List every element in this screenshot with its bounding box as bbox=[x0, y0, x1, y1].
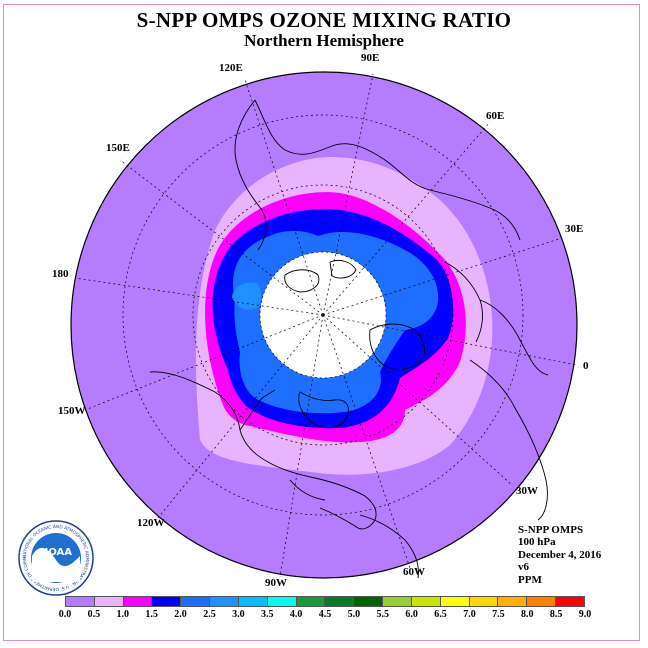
info-version: v6 bbox=[518, 561, 529, 574]
colorbar-segment bbox=[123, 597, 153, 606]
colorbar-segment bbox=[354, 597, 384, 606]
colorbar-segment bbox=[556, 597, 584, 606]
colorbar-segment bbox=[181, 597, 211, 606]
colorbar-segment bbox=[66, 597, 95, 606]
band-2.5-3.0 bbox=[232, 282, 262, 310]
colorbar-segment bbox=[325, 597, 355, 606]
info-level: 100 hPa bbox=[518, 536, 556, 549]
info-date: December 4, 2016 bbox=[518, 548, 602, 561]
lon-label-90w: 90W bbox=[265, 577, 287, 589]
colorbar-tick-label: 2.0 bbox=[174, 609, 187, 620]
map-boundary-circle bbox=[70, 71, 578, 579]
coast-greenland bbox=[369, 323, 426, 370]
colorbar-segment bbox=[210, 597, 239, 606]
colorbar-tick-label: 6.0 bbox=[405, 609, 418, 620]
colorbar-tick-label: 2.5 bbox=[203, 609, 216, 620]
colorbar-tick-label: 1.0 bbox=[116, 609, 130, 620]
colorbar-segment bbox=[383, 597, 412, 606]
colorbar-tick-label: 0.0 bbox=[58, 609, 72, 620]
lon-label-60w: 60W bbox=[403, 566, 425, 578]
colorbar-segment bbox=[152, 597, 182, 606]
lon-label-180: 180 bbox=[52, 268, 69, 280]
colorbar bbox=[65, 596, 585, 607]
colorbar-tick-label: 3.5 bbox=[260, 609, 274, 620]
colorbar-tick-label: 6.5 bbox=[434, 609, 447, 620]
coast-europe bbox=[444, 261, 549, 376]
latitude-circle bbox=[259, 251, 387, 379]
graticule bbox=[74, 73, 577, 578]
colorbar-tick-label: 8.0 bbox=[520, 609, 534, 620]
lon-label-0: 0 bbox=[583, 360, 589, 372]
logo-wave bbox=[32, 547, 80, 582]
coast-north-america bbox=[149, 371, 377, 530]
meridian-180 bbox=[74, 277, 324, 316]
lon-label-30e: 30E bbox=[565, 223, 584, 235]
colorbar-tick-label: 4.0 bbox=[289, 609, 303, 620]
meridian-30e bbox=[322, 237, 563, 316]
colorbar-tick-label: 3.0 bbox=[232, 609, 245, 620]
figure-border bbox=[3, 4, 640, 641]
colorbar-tick-label: 5.0 bbox=[347, 609, 361, 620]
map-subtitle: Northern Hemisphere bbox=[244, 31, 404, 50]
info-units: PPM bbox=[518, 573, 542, 586]
coast-asia bbox=[234, 99, 521, 251]
colorbar-tick-label: 7.5 bbox=[492, 609, 505, 620]
colorbar-tick-label: 5.5 bbox=[376, 609, 390, 620]
meridian-90w bbox=[279, 314, 324, 578]
coast-africa bbox=[469, 359, 548, 521]
lon-label-60e: 60E bbox=[486, 110, 505, 122]
colorbar-segment bbox=[296, 597, 326, 606]
colorbar-segment bbox=[527, 597, 557, 606]
colorbar-tick-label: 4.5 bbox=[318, 609, 332, 620]
dataset-info: S-NPP OMPS 100 hPa December 4, 2016 v6 P… bbox=[518, 524, 601, 586]
colorbar-segment bbox=[469, 597, 499, 606]
map-title: S-NPP OMPS OZONE MIXING RATIO bbox=[136, 8, 512, 32]
colorbar-segment bbox=[411, 597, 441, 606]
colorbar-segment bbox=[440, 597, 470, 606]
meridian-120e bbox=[244, 79, 324, 316]
lon-label-150w: 150W bbox=[58, 405, 86, 417]
colorbar-tick-label: 1.5 bbox=[145, 609, 158, 620]
coast-arctic-islands bbox=[284, 259, 357, 293]
colorbar-tick-label: 7.0 bbox=[463, 609, 476, 620]
lon-label-150e: 150E bbox=[106, 142, 130, 154]
colorbar-segment bbox=[267, 597, 297, 606]
colorbar-tick-label: 9.0 bbox=[578, 609, 592, 620]
coast-hudson-bay bbox=[298, 391, 349, 429]
coast-south-america bbox=[359, 514, 419, 579]
colorbar-ticks: 0.0 0.5 1.0 1.5 2.0 2.5 3.0 3.5 4.0 4.5 5.0 5.5 6.0 6… bbox=[59, 609, 592, 623]
noaa-logo: NATIONAL OCEANIC AND ATMOSPHERIC ADMINIS… bbox=[18, 520, 94, 596]
ozone-field bbox=[71, 72, 577, 578]
lon-label-120e: 120E bbox=[219, 62, 243, 74]
latitude-circle bbox=[192, 184, 454, 446]
meridian-90e bbox=[322, 73, 374, 316]
lon-label-90e: 90E bbox=[361, 52, 380, 64]
logo-noaa-text: NOAA bbox=[40, 547, 72, 558]
lon-label-120w: 120W bbox=[137, 517, 165, 529]
latitude-circle bbox=[122, 114, 524, 516]
colorbar-segment bbox=[238, 597, 268, 606]
lon-label-30w: 30W bbox=[516, 485, 538, 497]
meridian-120w bbox=[157, 314, 324, 519]
info-instrument: S-NPP OMPS bbox=[518, 524, 584, 536]
coastlines bbox=[149, 99, 549, 579]
colorbar-segment bbox=[94, 597, 124, 606]
colorbar-tick-label: 0.5 bbox=[87, 609, 101, 620]
colorbar-tick-label: 8.5 bbox=[549, 609, 563, 620]
meridian-30w bbox=[322, 314, 513, 486]
colorbar-segment bbox=[498, 597, 528, 606]
